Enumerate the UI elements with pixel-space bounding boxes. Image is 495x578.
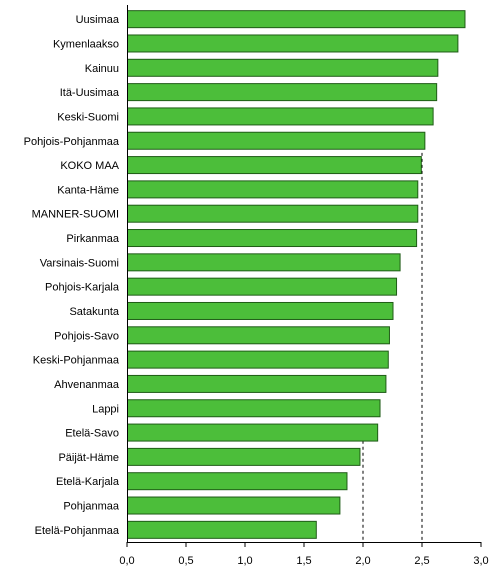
- category-label-16: Lappi: [92, 403, 119, 415]
- bar-19: [127, 472, 348, 491]
- category-label-10: Varsinais-Suomi: [40, 257, 119, 269]
- category-label-13: Pohjois-Savo: [54, 330, 119, 342]
- bar-0: [127, 10, 466, 29]
- category-label-21: Etelä-Pohjanmaa: [35, 525, 120, 537]
- category-label-11: Pohjois-Karjala: [45, 282, 120, 294]
- x-tick-label-3: 1,5: [296, 555, 311, 567]
- bar-21: [127, 520, 317, 539]
- bar-15: [127, 374, 387, 393]
- category-label-20: Pohjanmaa: [63, 501, 120, 513]
- bar-18: [127, 447, 361, 466]
- category-label-1: Kymenlaakso: [53, 38, 119, 50]
- bar-14: [127, 350, 389, 369]
- category-label-9: Pirkanmaa: [66, 233, 119, 245]
- bar-4: [127, 107, 434, 126]
- category-label-3: Itä-Uusimaa: [60, 87, 120, 99]
- bar-3: [127, 83, 438, 102]
- bar-5: [127, 131, 426, 150]
- x-tick-label-4: 2,0: [355, 555, 370, 567]
- x-tick-label-0: 0,0: [119, 555, 134, 567]
- category-label-14: Keski-Pohjanmaa: [33, 355, 120, 367]
- bar-20: [127, 496, 341, 515]
- bar-17: [127, 423, 379, 442]
- x-tick-label-6: 3,0: [473, 555, 488, 567]
- bars: [127, 10, 466, 539]
- category-label-18: Päijät-Häme: [58, 452, 119, 464]
- x-tick-label-1: 0,5: [178, 555, 193, 567]
- category-label-12: Satakunta: [69, 306, 119, 318]
- bar-12: [127, 301, 394, 320]
- bar-1: [127, 34, 459, 53]
- x-axis: 0,0 0,5 1,0 1,5 2,0 2,5 3,0: [119, 5, 489, 567]
- bar-8: [127, 204, 419, 223]
- category-label-19: Etelä-Karjala: [56, 476, 120, 488]
- category-label-8: MANNER-SUOMI: [32, 209, 119, 221]
- category-label-4: Keski-Suomi: [57, 111, 119, 123]
- category-label-0: Uusimaa: [76, 14, 120, 26]
- x-tick-label-5: 2,5: [414, 555, 429, 567]
- category-label-5: Pohjois-Pohjanmaa: [24, 136, 120, 148]
- category-labels: Uusimaa Kymenlaakso Kainuu Itä-Uusimaa Keski…: [24, 14, 120, 537]
- bar-7: [127, 180, 419, 199]
- bar-10: [127, 253, 401, 272]
- bar-6: [127, 156, 422, 175]
- category-label-7: Kanta-Häme: [57, 184, 119, 196]
- category-label-17: Etelä-Savo: [65, 428, 119, 440]
- bar-16: [127, 399, 381, 418]
- category-label-6: KOKO MAA: [60, 160, 119, 172]
- bar-9: [127, 229, 418, 248]
- bar-13: [127, 326, 390, 345]
- bar-11: [127, 277, 398, 296]
- category-label-15: Ahvenanmaa: [54, 379, 120, 391]
- category-label-2: Kainuu: [85, 63, 119, 75]
- bar-2: [127, 58, 439, 77]
- reference-lines: [362, 152, 423, 542]
- x-tick-label-2: 1,0: [237, 555, 252, 567]
